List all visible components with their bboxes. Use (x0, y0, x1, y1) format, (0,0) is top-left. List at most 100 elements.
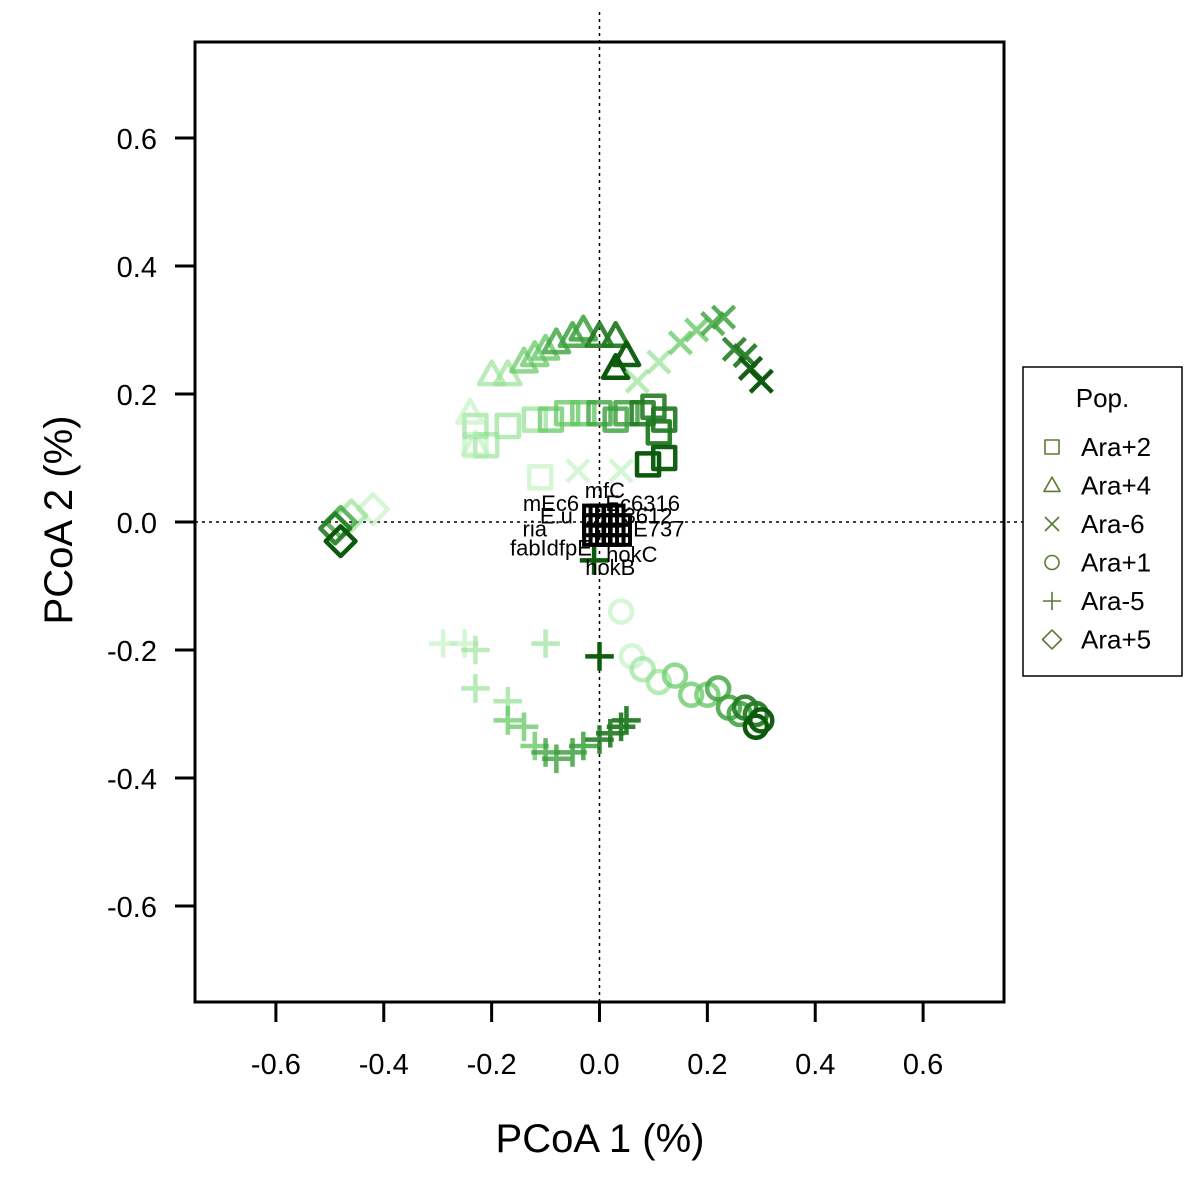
data-point (570, 399, 597, 427)
series-araplus4 (455, 314, 642, 457)
plus-icon (1042, 591, 1062, 611)
data-point (748, 368, 774, 394)
data-point (579, 546, 609, 575)
y-tick-label: 0.2 (117, 380, 157, 412)
data-point (742, 700, 770, 728)
legend-label: Ara+1 (1081, 548, 1151, 578)
legend-item: Ara-6 (1044, 509, 1145, 539)
gene-label: E.u (540, 504, 573, 529)
y-tick-label: -0.2 (107, 636, 157, 668)
data-point (683, 317, 710, 343)
x-tick-label: 0.0 (579, 1049, 619, 1081)
series-araminus6 (565, 304, 774, 484)
data-point (494, 412, 522, 440)
y-tick-label: 0.6 (117, 124, 157, 156)
gene-label: ria (523, 516, 548, 541)
series-araminus5 (428, 546, 641, 774)
axes: -0.6 -0.4 -0.2 0.0 0.2 0.4 0.6 0.6 0.4 0.2 0.0 -0.2… (107, 40, 1006, 1081)
data-point (704, 675, 732, 702)
x-tick-label: -0.6 (251, 1049, 301, 1081)
legend-item: Ara+1 (1044, 548, 1151, 578)
data-point (607, 598, 635, 625)
legend-label: Ara+5 (1081, 625, 1151, 655)
y-tick-label: 0.4 (117, 252, 157, 284)
gene-label: hokB (585, 555, 635, 580)
data-point (629, 655, 656, 683)
legend: Pop. Ara+2 Ara+4 Ara-6 Ara+1 Ara-5 Ara+5 (1022, 366, 1183, 677)
data-point (600, 320, 631, 348)
y-axis-title: PCoA 2 (%) (37, 416, 81, 625)
data-point (323, 524, 358, 559)
data-point (732, 343, 758, 369)
legend-label: Ara-5 (1081, 586, 1145, 616)
data-point (748, 707, 775, 734)
data-point (608, 458, 634, 484)
data-point (455, 397, 485, 425)
legend-title: Pop. (1076, 383, 1130, 413)
data-point (521, 406, 549, 433)
data-point (661, 662, 689, 689)
legend-label: Ara+4 (1081, 471, 1151, 501)
gene-marker-cluster (582, 503, 632, 547)
x-tick-label: 0.2 (687, 1049, 727, 1081)
gene-label: E737 (633, 516, 684, 541)
data-point (519, 340, 550, 368)
data-point (677, 681, 705, 709)
y-tick-label: -0.6 (107, 892, 157, 924)
data-point (526, 463, 554, 491)
y-tick-label: -0.4 (107, 764, 157, 796)
series-araplus2 (462, 393, 678, 491)
data-point (667, 330, 693, 356)
data-point (461, 635, 490, 665)
data-point (585, 642, 614, 671)
data-point (542, 744, 571, 774)
data-point (537, 406, 565, 433)
data-point (318, 511, 353, 546)
data-point (586, 399, 613, 427)
legend-item: Ara+5 (1041, 625, 1151, 655)
data-point (613, 399, 640, 427)
legend-item: Ara-5 (1042, 586, 1145, 616)
series-araplus1 (607, 598, 775, 741)
gene-label: mEc6 (523, 491, 579, 516)
legend-label: Ara-6 (1081, 509, 1145, 539)
legend-item: Ara+2 (1044, 432, 1151, 462)
data-point (553, 399, 581, 427)
data-point (355, 492, 391, 527)
data-point (509, 712, 539, 742)
x-tick-label: 0.4 (795, 1049, 835, 1081)
data-point (612, 706, 641, 735)
data-point (606, 712, 636, 742)
gene-marker (601, 503, 626, 528)
data-point (645, 668, 673, 696)
data-point (584, 320, 615, 348)
data-point (634, 451, 662, 478)
legend-item: Ara+4 (1043, 471, 1151, 501)
diamond-icon (1041, 629, 1063, 650)
x-tick-label: -0.4 (359, 1049, 409, 1081)
data-point (557, 320, 588, 348)
x-tick-label: -0.2 (467, 1049, 517, 1081)
data-point (460, 429, 491, 457)
data-point (646, 349, 672, 375)
data-point (624, 368, 650, 394)
gene-label: hokC (606, 542, 657, 567)
data-point (645, 419, 673, 446)
cross-icon (1044, 516, 1060, 532)
data-point (568, 314, 599, 342)
square-icon (1044, 439, 1060, 455)
data-point (742, 713, 770, 741)
data-point (509, 346, 539, 374)
data-point (565, 458, 591, 484)
x-tick-label: 0.6 (903, 1049, 943, 1081)
series-araplus5 (318, 492, 391, 559)
data-point (569, 731, 598, 761)
triangle-icon (1043, 476, 1061, 493)
data-point (710, 304, 737, 330)
circle-icon (1044, 554, 1060, 571)
data-point (462, 412, 489, 440)
data-point (611, 340, 642, 368)
gene-label: mfC (585, 478, 625, 503)
